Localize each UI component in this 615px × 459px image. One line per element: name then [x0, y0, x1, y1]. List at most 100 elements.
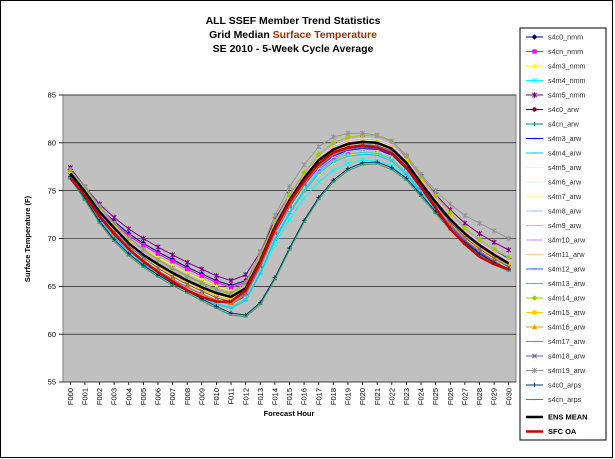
data-point-s4cn-nmm	[155, 251, 161, 257]
data-point-s4m4-nmm	[345, 160, 351, 166]
legend-label-s4m10-arw: s4m10_arw	[548, 236, 586, 245]
data-point-s4m14-arw	[491, 246, 497, 252]
x-tick-label: F000	[66, 388, 75, 405]
legend-label-ens-mean: ENS MEAN	[548, 413, 588, 422]
x-tick-label: F029	[490, 388, 499, 405]
data-point-s4m14-arw	[345, 134, 351, 140]
data-point-s4m19-arw	[389, 138, 395, 144]
data-point-s4m19-arw	[213, 286, 219, 292]
data-point-s4m19-arw	[447, 201, 453, 207]
data-point-s4m19-arw	[433, 187, 439, 194]
data-point-s4m19-arw	[155, 256, 161, 263]
data-point-s4m4-nmm	[286, 216, 293, 222]
x-tick-label: F009	[197, 388, 206, 405]
data-point-s4m19-arw	[184, 273, 190, 279]
data-point-s4m19-arw	[126, 234, 132, 241]
data-point-s4m5-nmm	[213, 273, 219, 279]
data-point-s4m19-arw	[301, 162, 307, 168]
data-point-s4m19-arw	[170, 265, 176, 271]
data-point-s4m4-nmm	[316, 179, 322, 185]
legend-label-s4cn-arw: s4cn_arw	[548, 120, 580, 129]
chart-title-line2-highlight: Surface Temperature	[273, 29, 377, 41]
legend-label-s4m5-arw: s4m5_arw	[548, 163, 582, 172]
chart-title-line3: SE 2010 - 5-Week Cycle Average	[213, 43, 374, 55]
data-point-s4cn-nmm	[214, 280, 219, 285]
data-point-s4m19-arw	[228, 290, 234, 296]
data-point-s4m5-nmm	[243, 272, 249, 278]
data-point-s4m19-arw	[286, 184, 293, 190]
legend-marker-s4m18-arw	[531, 353, 538, 359]
data-point-s4m5-nmm	[184, 259, 190, 266]
x-tick-label: F022	[387, 388, 396, 405]
legend-marker-s4m15-arw	[532, 310, 537, 315]
chart-title-line2: Grid Median Surface Temperature	[209, 29, 377, 41]
x-tick-label: F015	[285, 388, 294, 405]
y-axis-label: Surface Temperature (F)	[23, 195, 32, 282]
data-point-s4m5-nmm	[155, 244, 161, 250]
series-line-sfc-oa	[69, 144, 510, 303]
legend-label-s4m11-arw: s4m11_arw	[548, 250, 585, 259]
legend-label-s4m16-arw: s4m16_arw	[548, 323, 586, 332]
legend-label-s4cn-arps: s4cn_arps	[548, 395, 582, 404]
x-tick-label: F013	[256, 388, 265, 405]
data-point-s4m14-arw	[462, 225, 468, 231]
data-point-s4m14-arw	[476, 236, 483, 243]
data-point-s4m4-nmm	[360, 157, 366, 163]
data-point-s4cn-nmm	[316, 167, 321, 172]
data-point-s4cn-nmm	[185, 266, 190, 272]
data-point-s4m14-arw	[505, 254, 512, 261]
y-tick-label: 65	[48, 282, 56, 291]
legend-marker-s4m3-nmm	[531, 63, 538, 69]
x-tick-label: F014	[270, 388, 279, 405]
legend-label-s4m13-arw: s4m13_arw	[548, 279, 586, 288]
x-axis-label: Forecast Hour	[264, 409, 315, 418]
legend-label-sfc-oa: SFC OA	[548, 427, 577, 436]
data-point-s4m19-arw	[67, 166, 73, 173]
data-point-s4m19-arw	[140, 246, 146, 252]
data-point-s4m4-nmm	[301, 195, 307, 201]
series-layer	[67, 130, 512, 318]
data-point-s4m18-arw	[184, 281, 190, 287]
legend-label-s4m6-arw: s4m6_arw	[548, 178, 582, 187]
data-point-s4m19-arw	[272, 212, 278, 219]
data-point-s4m5-nmm	[140, 235, 146, 242]
data-point-s4m14-arw	[432, 192, 439, 199]
data-point-s4m18-arw	[199, 288, 205, 294]
legend-marker-s4c0-arw	[532, 107, 537, 112]
legend-label-s4c0-arw: s4c0_arw	[548, 105, 580, 114]
x-tick-labels: F000 F001 F002 F003 F004 F005 F006 F007 F008 F009…	[66, 388, 513, 405]
data-point-s4m14-arw	[315, 151, 322, 158]
data-point-s4cn-nmm	[228, 285, 234, 290]
legend-marker-s4cn-nmm	[532, 49, 537, 54]
legend-label-s4m15-arw: s4m15_arw	[548, 308, 586, 317]
y-tick-labels: 55 60 65 70 75 80 85	[48, 91, 56, 387]
x-tick-label: F004	[124, 388, 133, 405]
legend-label-s4m9-arw: s4m9_arw	[548, 221, 582, 230]
gridlines	[59, 94, 516, 385]
legend-label-s4m17-arw: s4m17_arw	[548, 337, 586, 346]
legend-marker-s4m5-nmm	[531, 92, 538, 98]
data-point-s4m19-arw	[257, 249, 263, 255]
data-point-s4cn-nmm	[141, 242, 146, 248]
data-point-s4m19-arw	[418, 171, 424, 178]
data-point-s4m19-arw	[96, 203, 103, 209]
x-tick-label: F002	[95, 388, 104, 405]
x-tick-label: F019	[344, 388, 353, 405]
legend-label-s4cn-nmm: s4cn_nmm	[548, 47, 583, 56]
x-tick-label: F021	[373, 388, 382, 405]
data-point-s4m19-arw	[491, 228, 497, 234]
y-tick-label: 55	[48, 378, 56, 387]
x-tick-label: F028	[475, 388, 484, 405]
data-point-s4m14-arw	[301, 169, 307, 176]
legend-label-s4c0-arps: s4c0_arps	[548, 381, 582, 390]
x-tick-label: F010	[212, 388, 221, 405]
data-point-s4m5-nmm	[228, 277, 234, 284]
data-point-s4m14-arw	[286, 191, 293, 198]
legend-label-s4m19-arw: s4m19_arw	[548, 366, 586, 375]
x-tick-label: F024	[417, 388, 426, 405]
x-tick-label: F003	[110, 388, 119, 405]
legend-marker-s4m19-arw	[531, 367, 538, 374]
legend-label-s4c0-nmm: s4c0_nmm	[548, 33, 583, 42]
